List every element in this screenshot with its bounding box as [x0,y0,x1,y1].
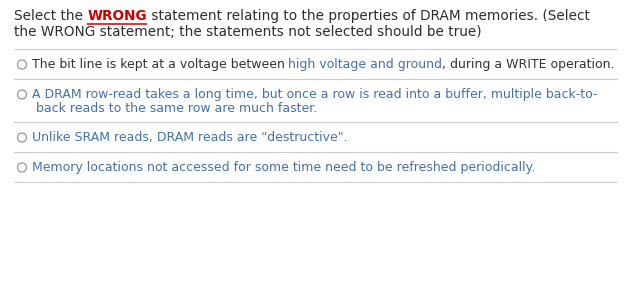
Text: , during a WRITE operation.: , during a WRITE operation. [442,58,615,71]
Text: Select the: Select the [14,9,87,23]
Text: the WRONG statement; the statements not selected should be true): the WRONG statement; the statements not … [14,25,481,39]
Text: The bit line is kept at a voltage between: The bit line is kept at a voltage betwee… [32,58,288,71]
Text: Memory locations not accessed for some time need to be refreshed periodically.: Memory locations not accessed for some t… [32,161,534,174]
Text: A DRAM row-read takes a long time, but once a row is read into a buffer, multipl: A DRAM row-read takes a long time, but o… [32,88,597,101]
Text: back reads to the same row are much faster.: back reads to the same row are much fast… [35,102,317,115]
Text: high voltage and ground: high voltage and ground [288,58,442,71]
Text: WRONG: WRONG [87,9,147,23]
Text: Unlike SRAM reads, DRAM reads are "destructive".: Unlike SRAM reads, DRAM reads are "destr… [32,131,347,144]
Text: statement relating to the properties of DRAM memories. (Select: statement relating to the properties of … [147,9,590,23]
